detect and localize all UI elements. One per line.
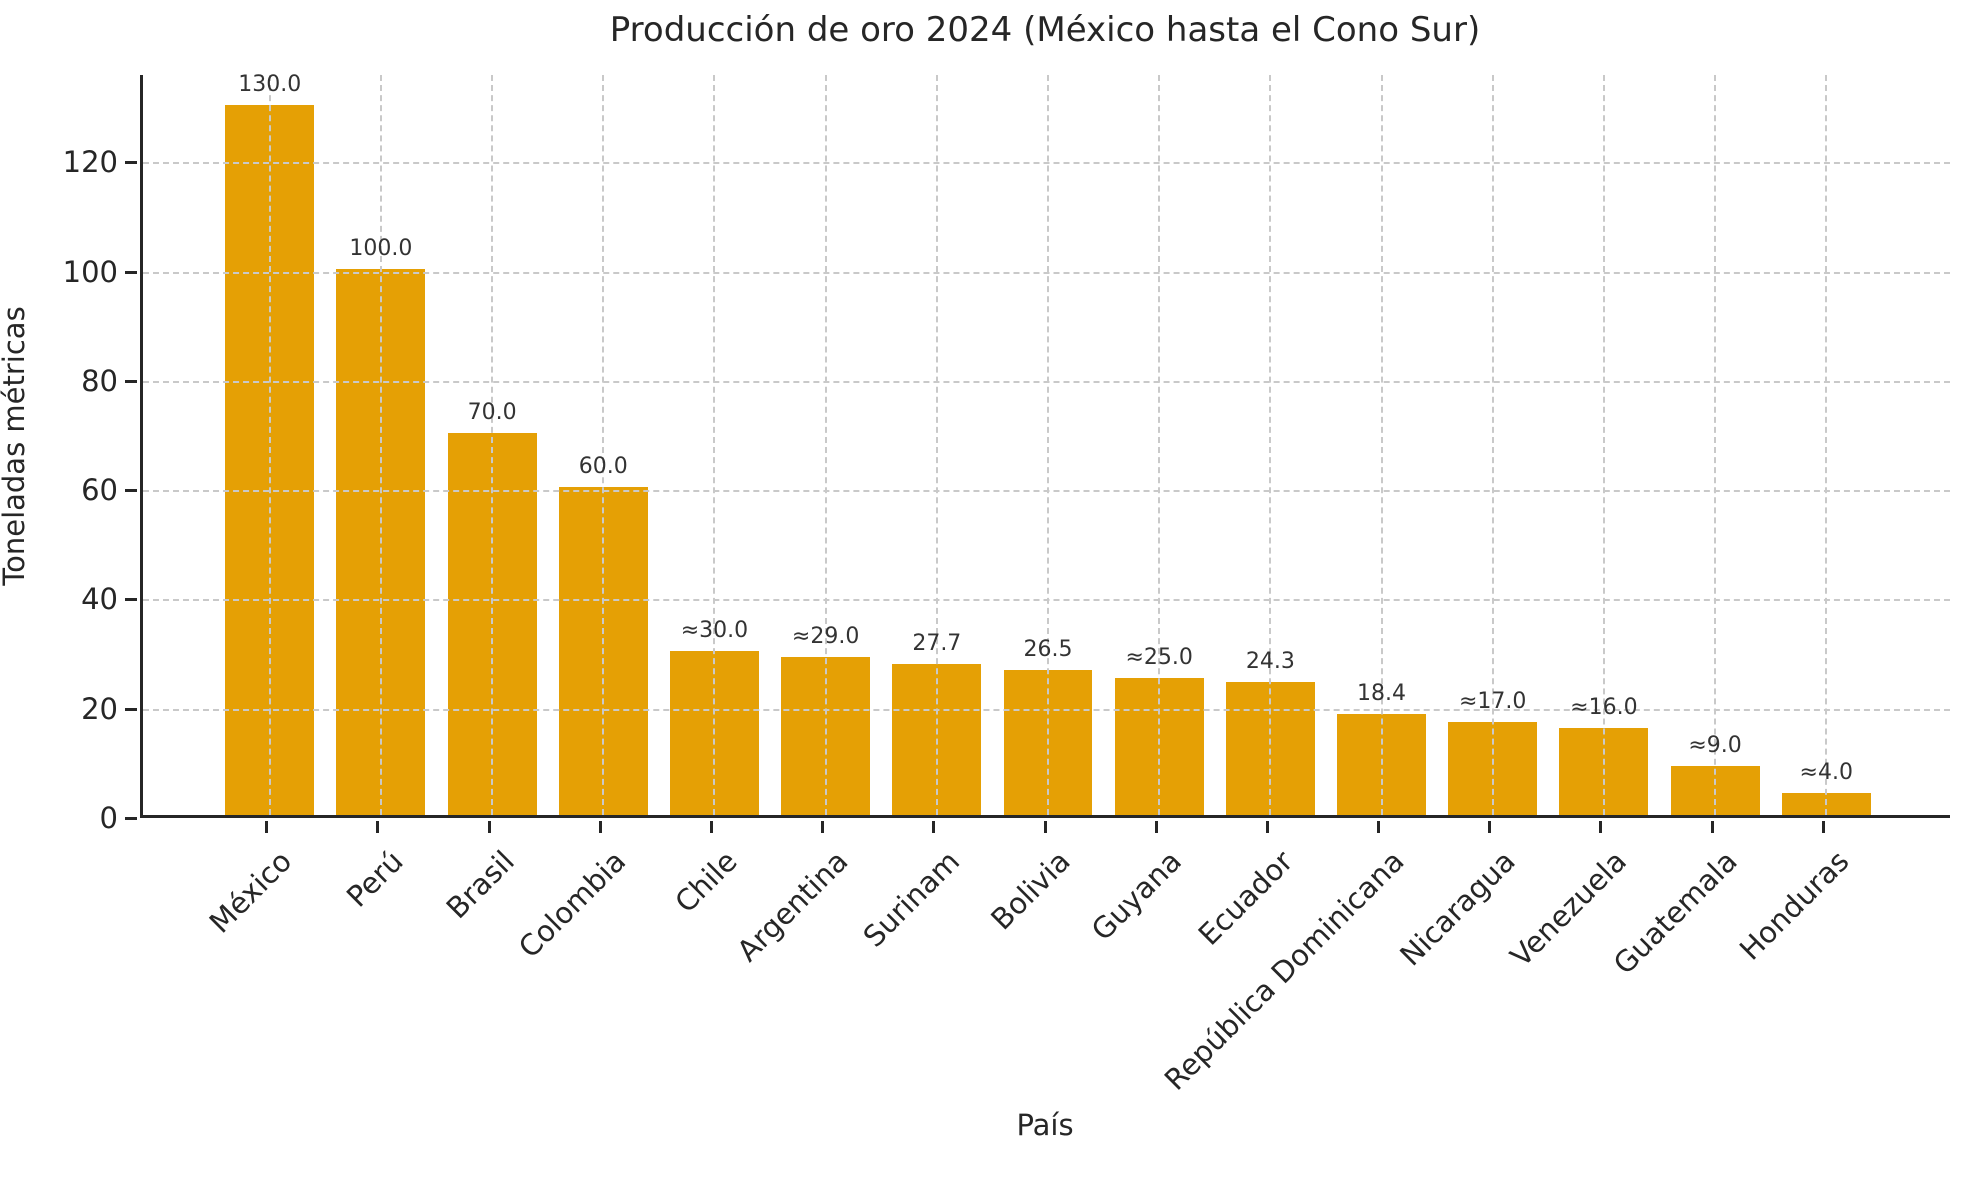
bar-value-label: 70.0 xyxy=(467,399,517,425)
x-gridline xyxy=(1158,75,1161,815)
y-tick-label: 120 xyxy=(62,145,118,180)
x-gridline xyxy=(491,75,494,815)
bar-value-label: ≈30.0 xyxy=(680,618,749,644)
y-tick-mark xyxy=(125,379,137,383)
x-gridline xyxy=(1269,75,1272,815)
x-gridline xyxy=(1602,75,1605,815)
y-tick-label: 60 xyxy=(81,473,118,508)
bar-value-label: 18.4 xyxy=(1357,681,1407,707)
x-tick-mark xyxy=(1821,821,1825,833)
plot-area: 130.0 100.0 70.0 60.0 ≈30.0 ≈29.0 27.7 26.5 ≈25.… xyxy=(140,71,1950,818)
x-gridline xyxy=(268,75,271,815)
y-gridline xyxy=(143,380,1950,383)
x-tick-label: Chile xyxy=(668,844,744,920)
x-tick-mark xyxy=(1599,821,1603,833)
y-tick-mark xyxy=(125,161,137,165)
y-tick-label: 0 xyxy=(99,801,118,835)
x-gridline xyxy=(379,75,382,815)
y-tick-label: 80 xyxy=(81,363,118,398)
x-gridline xyxy=(1047,75,1049,815)
x-gridline xyxy=(824,75,827,815)
x-tick-label: Surinam xyxy=(856,844,966,954)
x-tick-label: Colombia xyxy=(511,844,633,965)
x-tick-label: Argentina xyxy=(730,844,855,969)
x-axis-label: País xyxy=(1016,1108,1074,1142)
x-tick-mark xyxy=(1043,821,1047,833)
x-tick-mark xyxy=(376,821,380,833)
y-tick-mark xyxy=(125,817,137,820)
x-tick-label: Ecuador xyxy=(1191,844,1300,952)
x-tick-label: Bolivia xyxy=(984,844,1078,937)
x-gridline xyxy=(713,75,716,815)
x-tick-label: México xyxy=(203,844,299,940)
bar-value-label: 24.3 xyxy=(1245,649,1295,675)
x-gridline xyxy=(1825,75,1828,815)
y-tick-mark xyxy=(125,270,137,274)
y-tick-mark xyxy=(125,707,137,711)
chart-title: Producción de oro 2024 (México hasta el … xyxy=(609,10,1481,50)
x-tick-mark xyxy=(487,821,491,833)
y-tick-mark xyxy=(125,598,137,602)
bar-value-label: 27.7 xyxy=(912,630,962,656)
x-tick-label: Honduras xyxy=(1732,844,1856,967)
bar-value-label: 60.0 xyxy=(578,454,628,480)
x-gridline xyxy=(602,75,605,815)
bar-value-label: ≈16.0 xyxy=(1570,694,1638,720)
y-gridline xyxy=(143,162,1950,165)
y-gridline xyxy=(143,271,1950,274)
bar-value-label: ≈4.0 xyxy=(1799,760,1853,786)
y-tick-label: 20 xyxy=(81,691,118,726)
y-axis-label: Toneladas métricas xyxy=(0,306,31,586)
x-tick-label: Brasil xyxy=(439,844,522,926)
x-gridline xyxy=(935,75,938,815)
x-tick-mark xyxy=(1154,821,1158,833)
x-tick-mark xyxy=(1488,821,1492,833)
x-tick-mark xyxy=(1377,821,1381,833)
x-tick-mark xyxy=(265,821,269,833)
x-gridline xyxy=(1380,75,1383,815)
bar-value-label: 100.0 xyxy=(349,235,413,261)
bar-value-label: 130.0 xyxy=(238,71,302,97)
y-gridline xyxy=(143,708,1950,711)
x-tick-mark xyxy=(709,821,713,833)
bar-value-label: 26.5 xyxy=(1023,637,1073,663)
y-tick-label: 40 xyxy=(81,582,118,617)
x-tick-mark xyxy=(1265,821,1269,833)
bar-value-label: ≈29.0 xyxy=(791,623,860,649)
x-gridline xyxy=(1491,75,1494,815)
y-tick-mark xyxy=(125,489,137,493)
x-tick-label: Guyana xyxy=(1085,844,1189,948)
x-tick-mark xyxy=(932,821,936,833)
bar-value-label: ≈25.0 xyxy=(1125,645,1193,671)
x-gridline xyxy=(1714,75,1717,815)
bar-value-label: ≈17.0 xyxy=(1458,689,1527,715)
x-tick-mark xyxy=(1710,821,1714,833)
y-gridline xyxy=(143,490,1950,493)
x-tick-label: Nicaragua xyxy=(1393,844,1522,973)
y-tick-label: 100 xyxy=(62,254,118,289)
y-gridline xyxy=(143,599,1950,602)
x-tick-label: Perú xyxy=(340,844,410,914)
x-tick-mark xyxy=(598,821,602,833)
bar-value-label: ≈9.0 xyxy=(1688,732,1742,758)
x-tick-mark xyxy=(821,821,825,833)
